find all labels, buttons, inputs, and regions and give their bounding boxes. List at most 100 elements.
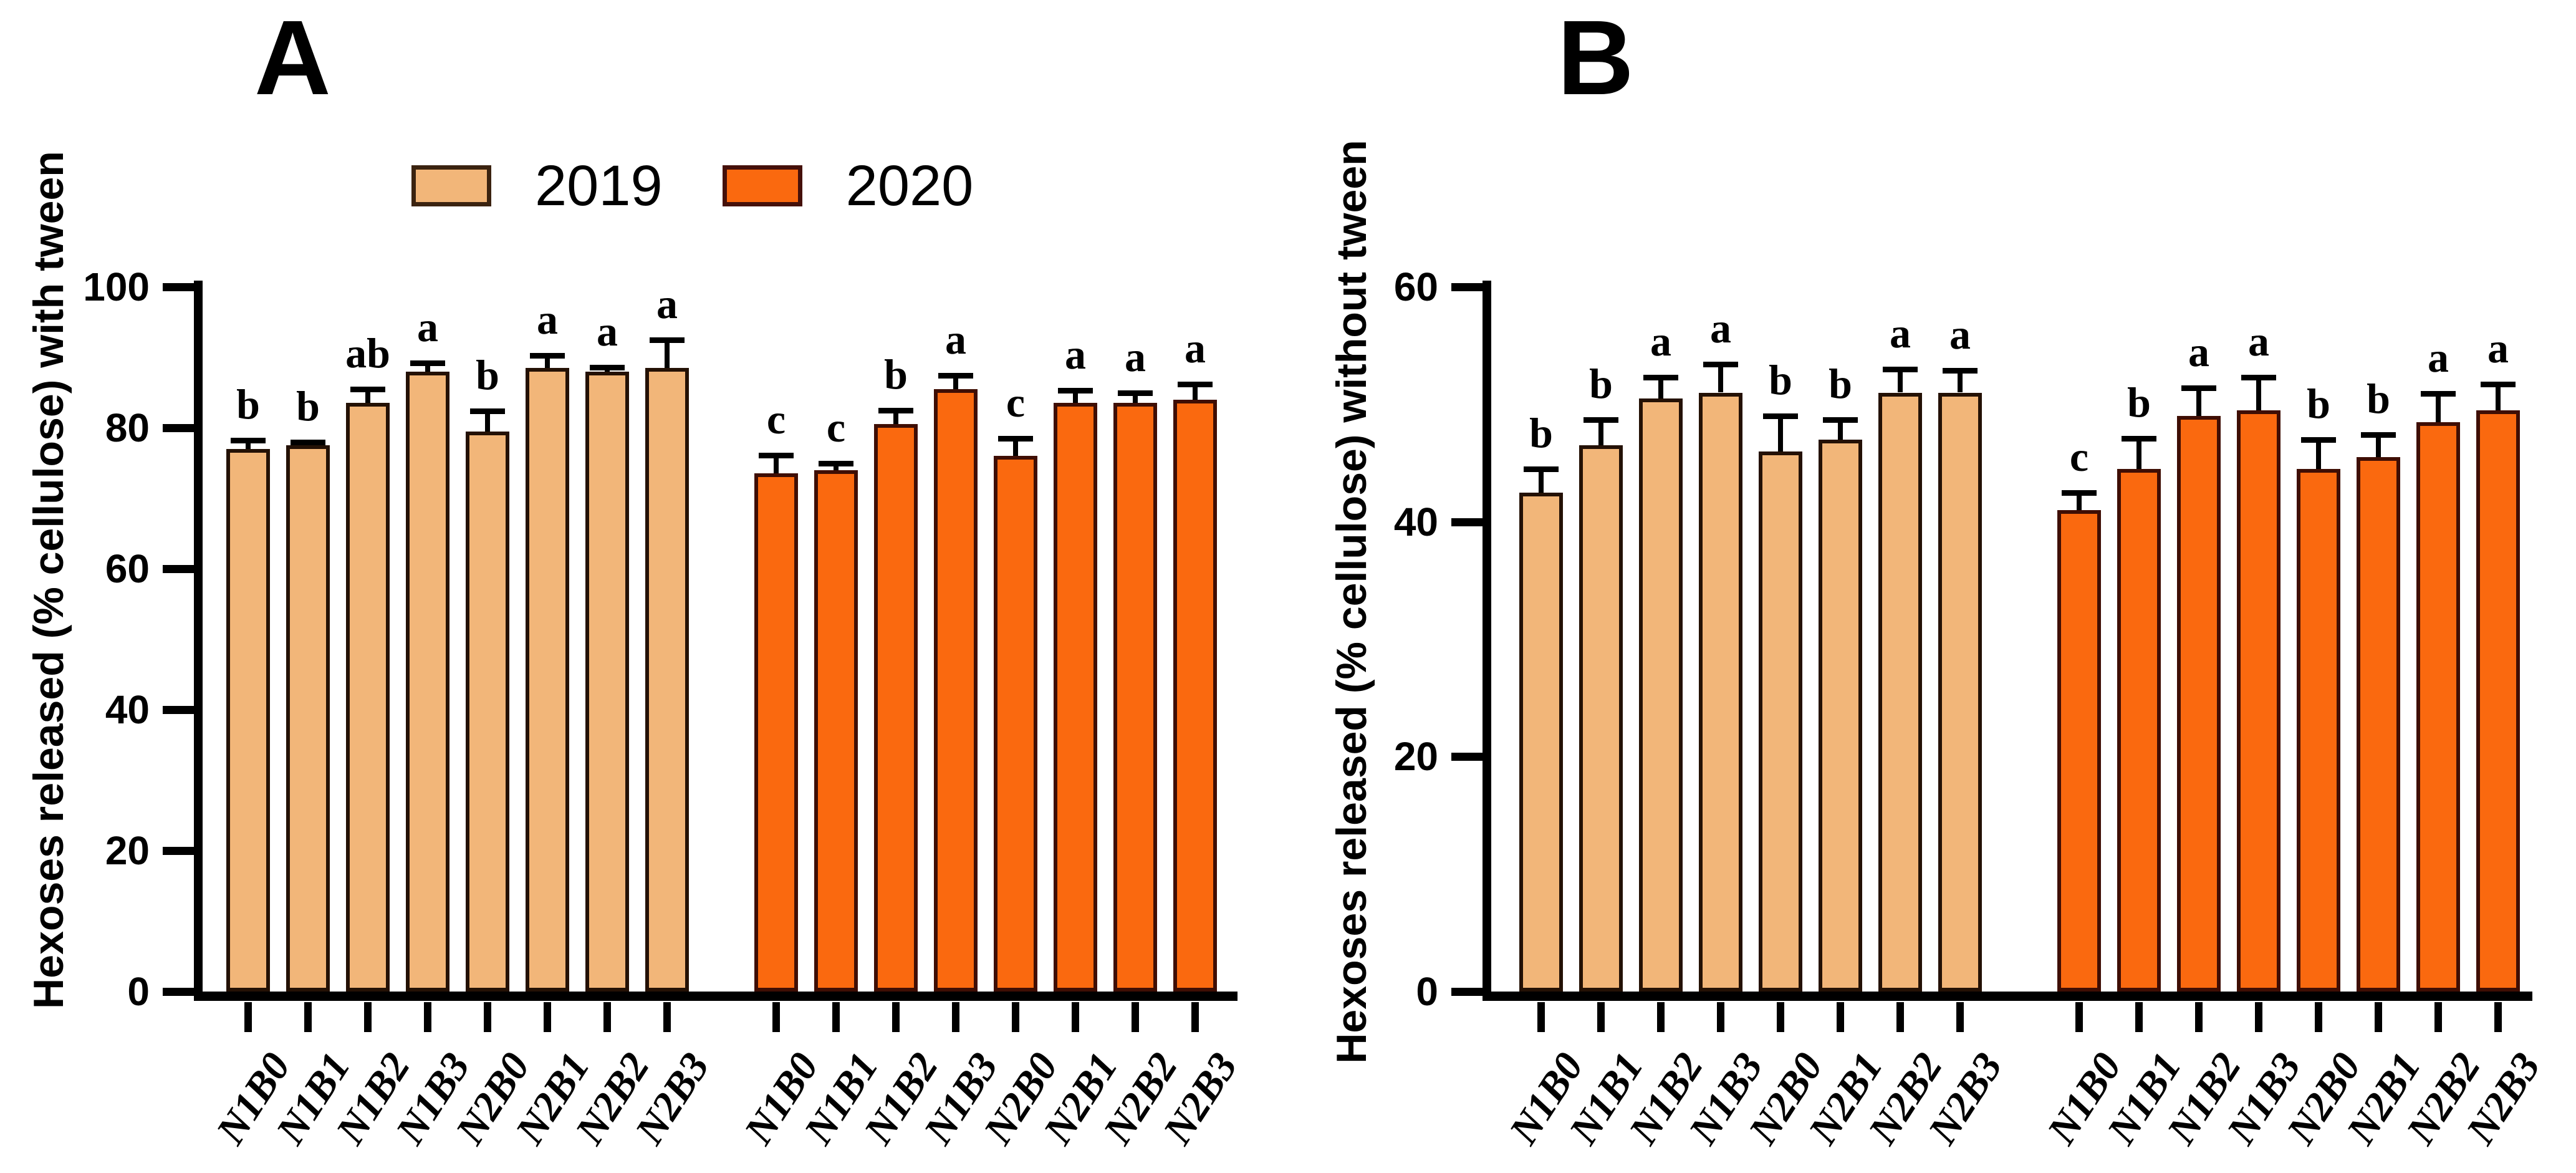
- significance-letter: a: [1949, 310, 1971, 358]
- error-bar-cap: [2301, 437, 2336, 443]
- x-axis-tick: [424, 1002, 431, 1032]
- error-bar-line: [665, 339, 670, 368]
- legend: 2019 2020: [411, 157, 973, 215]
- error-bar-line: [1778, 416, 1783, 451]
- error-bar-line: [774, 455, 779, 474]
- x-axis-line: [194, 992, 1238, 1001]
- error-bar-cap: [470, 408, 505, 414]
- significance-letter: c: [2069, 432, 2089, 480]
- error-bar-line: [1133, 392, 1138, 403]
- error-bar-cap: [878, 407, 913, 413]
- error-bar-cap: [2181, 385, 2216, 391]
- y-axis-tick: [163, 424, 195, 432]
- error-bar-line: [1598, 419, 1603, 446]
- x-axis-tick: [1191, 1002, 1199, 1032]
- x-axis-tick: [603, 1002, 611, 1032]
- error-bar-line: [2376, 435, 2381, 458]
- bar: [1519, 492, 1563, 992]
- error-bar-cap: [2122, 435, 2156, 442]
- bar: [1054, 403, 1097, 992]
- significance-letter: b: [2127, 378, 2151, 426]
- significance-letter: b: [1829, 359, 1852, 407]
- significance-letter: b: [236, 380, 260, 428]
- significance-letter: a: [417, 303, 438, 351]
- x-axis-tick: [1597, 1002, 1605, 1032]
- significance-letter: b: [1769, 356, 1792, 404]
- error-bar-cap: [1823, 417, 1858, 423]
- bar: [2357, 457, 2400, 992]
- y-tick-label: 20: [1393, 734, 1438, 780]
- bar: [1639, 398, 1683, 992]
- bar: [2177, 416, 2221, 992]
- error-bar-cap: [590, 364, 625, 370]
- error-bar-line: [2196, 387, 2201, 417]
- bar: [2057, 509, 2101, 992]
- legend-swatch-2019: [411, 165, 491, 206]
- legend-swatch-2020: [722, 165, 802, 206]
- error-bar-cap: [1703, 362, 1738, 368]
- error-bar-line: [1898, 369, 1903, 393]
- x-axis-tick: [952, 1002, 959, 1032]
- y-tick-label: 80: [105, 405, 150, 450]
- error-bar-line: [2436, 393, 2441, 422]
- significance-letter: b: [884, 350, 908, 398]
- bar: [1173, 399, 1217, 992]
- error-bar-cap: [1643, 375, 1678, 381]
- x-axis-tick: [2494, 1002, 2502, 1032]
- error-bar-line: [1539, 468, 1544, 493]
- bar: [2476, 410, 2520, 992]
- bar: [2416, 422, 2460, 992]
- bar: [286, 445, 330, 992]
- bar: [526, 367, 569, 992]
- error-bar-cap: [231, 438, 266, 444]
- plot-area-b: 0 20 40 60 b N1B0 b N1B1 a N1B2 a N1B3 b N2B0 b N2B1 a N2…: [1394, 264, 2549, 1152]
- y-axis-tick: [1451, 518, 1484, 526]
- x-axis-tick: [364, 1002, 372, 1032]
- plot-area-a: 0 20 40 60 80 100 b N1B0 b N1B1 ab N1B2 a N1B3 b N2B0 a N…: [83, 264, 1246, 1152]
- error-bar-cap: [2361, 432, 2396, 438]
- error-bar-cap: [938, 373, 973, 379]
- x-axis-tick: [1657, 1002, 1665, 1032]
- x-axis-tick: [1837, 1002, 1844, 1032]
- error-bar-cap: [2241, 375, 2276, 381]
- y-tick-label: 0: [1416, 969, 1438, 1014]
- x-axis-tick: [2315, 1002, 2322, 1032]
- error-bar-cap: [530, 352, 565, 359]
- y-axis-line: [194, 281, 203, 1001]
- x-axis-tick: [1717, 1002, 1724, 1032]
- significance-letter: a: [656, 279, 678, 327]
- y-axis-tick: [1451, 283, 1484, 291]
- y-tick-label: 20: [105, 828, 150, 873]
- error-bar-cap: [291, 439, 325, 445]
- significance-letter: c: [826, 403, 846, 451]
- bar: [645, 367, 689, 992]
- x-axis-tick: [2075, 1002, 2083, 1032]
- panel-b-label: B: [1557, 0, 1634, 117]
- x-axis-tick: [1537, 1002, 1545, 1032]
- y-tick-label: 60: [1393, 264, 1438, 309]
- error-bar-line: [953, 375, 958, 389]
- x-axis-tick: [832, 1002, 840, 1032]
- error-bar-line: [485, 410, 490, 432]
- error-bar-line: [545, 355, 550, 368]
- y-axis-tick: [163, 565, 195, 573]
- error-bar-cap: [1524, 466, 1559, 472]
- significance-letter: c: [766, 395, 786, 443]
- bar: [1579, 445, 1623, 992]
- error-bar-cap: [2421, 391, 2456, 397]
- bar: [1759, 451, 1802, 992]
- significance-letter: b: [1589, 359, 1613, 407]
- error-bar-line: [425, 363, 430, 372]
- bar: [466, 431, 509, 992]
- significance-letter: a: [2248, 317, 2269, 365]
- y-axis-tick: [163, 706, 195, 714]
- error-bar-line: [1193, 384, 1198, 400]
- y-tick-label: 60: [105, 546, 150, 591]
- error-bar-line: [246, 440, 251, 449]
- error-bar-cap: [350, 386, 385, 392]
- x-axis-line: [1483, 992, 2532, 1001]
- error-bar-line: [1838, 419, 1843, 440]
- x-axis-tick: [304, 1002, 312, 1032]
- error-bar-cap: [1178, 381, 1213, 387]
- significance-letter: b: [296, 382, 320, 430]
